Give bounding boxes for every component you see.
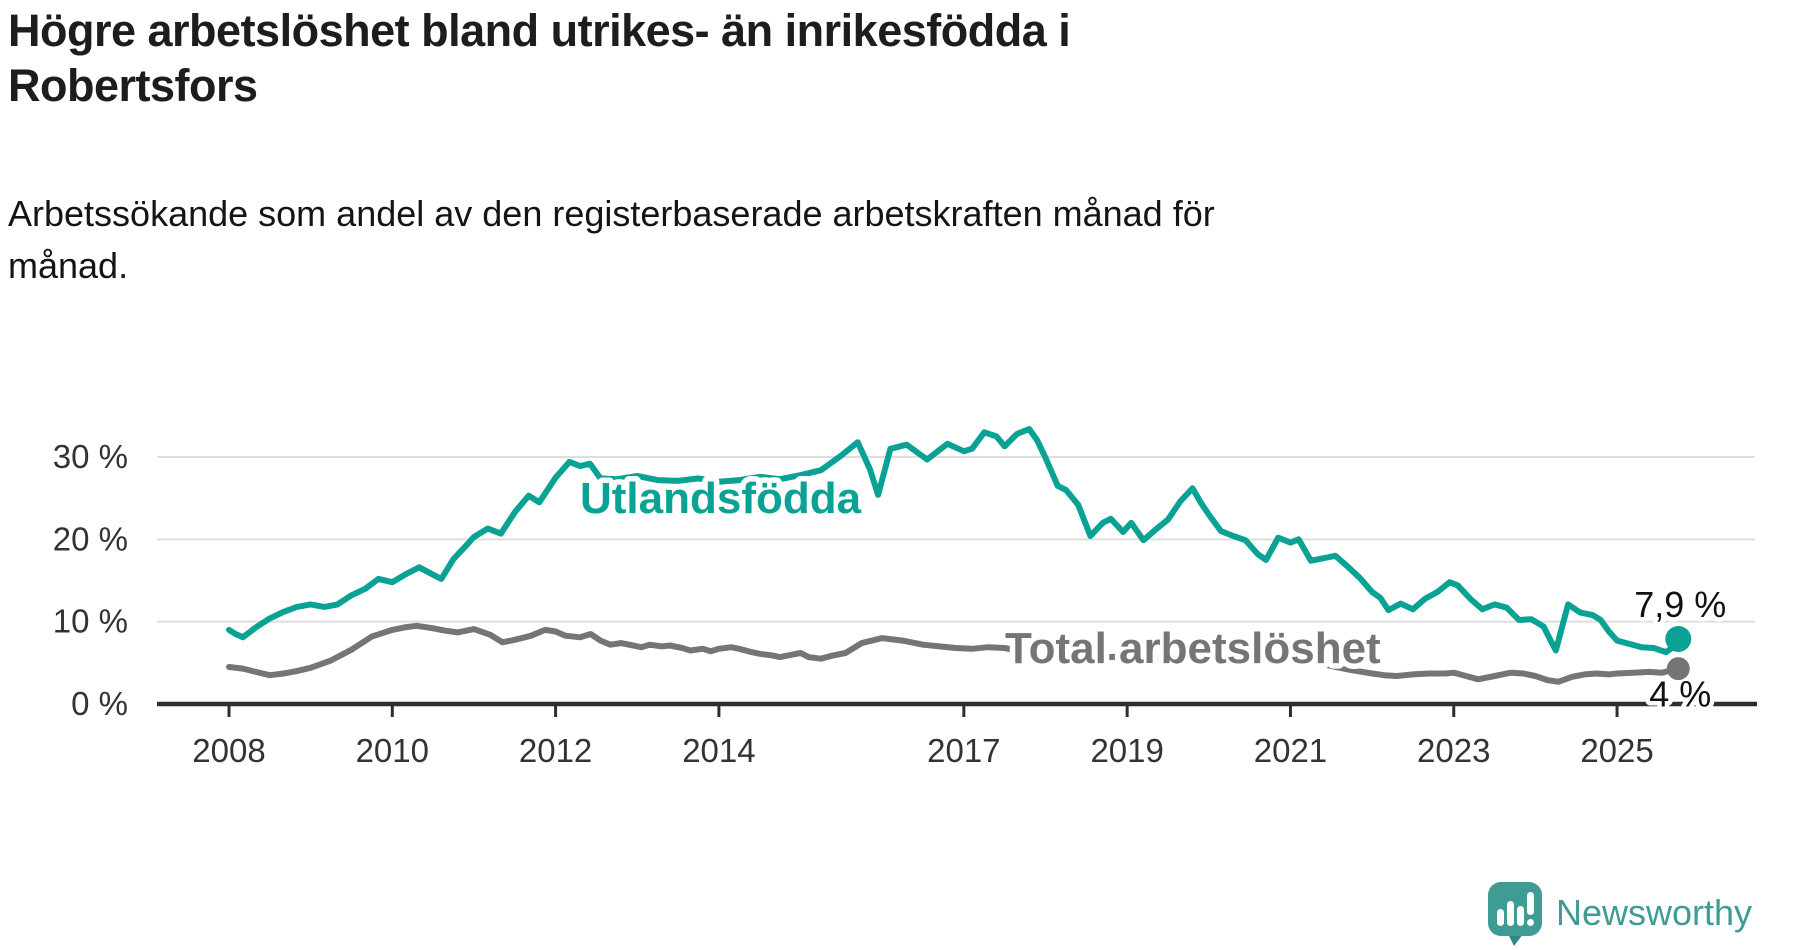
chart-subtitle-line1: Arbetssökande som andel av den registerb… [8, 193, 1215, 234]
x-tick-label-2008: 2008 [192, 732, 265, 769]
chart-title-line1: Högre arbetslöshet bland utrikes- än inr… [8, 5, 1071, 56]
x-axis [157, 701, 1757, 717]
series-annotations: Utlandsfödda 7,9 % Total arbetslöshet 4 % [575, 469, 1731, 720]
y-tick-label-20: 20 % [53, 520, 128, 557]
x-tick-label-2025: 2025 [1580, 732, 1653, 769]
gridlines [157, 456, 1755, 623]
chart-subtitle: Arbetssökande som andel av den registerb… [8, 188, 1608, 292]
series-end-dots [1665, 625, 1692, 681]
line-total [226, 622, 1682, 685]
y-tick-label-10: 10 % [53, 603, 128, 640]
newsworthy-speech-bubble-bar-chart-icon [1488, 882, 1542, 946]
chart-title-line2: Robertsfors [8, 59, 258, 111]
chart-subtitle-line2: månad. [8, 244, 129, 286]
x-tick-label-2012: 2012 [519, 732, 592, 769]
chart-title: Högre arbetslöshet bland utrikes- än inr… [8, 4, 1508, 114]
series-label-total: Total arbetslöshet [1005, 624, 1381, 673]
x-tick-label-2010: 2010 [356, 732, 429, 769]
x-tick-label-2014: 2014 [682, 732, 755, 769]
x-tick-label-2019: 2019 [1090, 732, 1163, 769]
y-tick-label-30: 30 % [53, 438, 128, 475]
newsworthy-logo-text: Newsworthy [1556, 892, 1753, 933]
x-tick-label-2023: 2023 [1417, 732, 1490, 769]
line-utlandsfodda [226, 426, 1682, 656]
y-tick-label-0: 0 % [71, 685, 128, 722]
end-dot-total [1666, 657, 1690, 681]
end-value-label-total: 4 % [1649, 674, 1711, 715]
y-axis-tick-labels: 30 % 20 % 10 % 0 % [53, 438, 128, 722]
end-dot-utlandsfodda [1665, 625, 1692, 652]
series-lines [226, 426, 1682, 685]
newsworthy-logo: Newsworthy [1488, 882, 1752, 950]
x-axis-tick-labels: 2008 2010 2012 2014 2017 2019 2021 2023 2025 [192, 732, 1653, 769]
x-tick-label-2021: 2021 [1254, 732, 1327, 769]
series-label-utlandsfodda: Utlandsfödda [580, 474, 862, 523]
end-value-label-utlandsfodda: 7,9 % [1634, 584, 1726, 625]
x-tick-label-2017: 2017 [927, 732, 1000, 769]
